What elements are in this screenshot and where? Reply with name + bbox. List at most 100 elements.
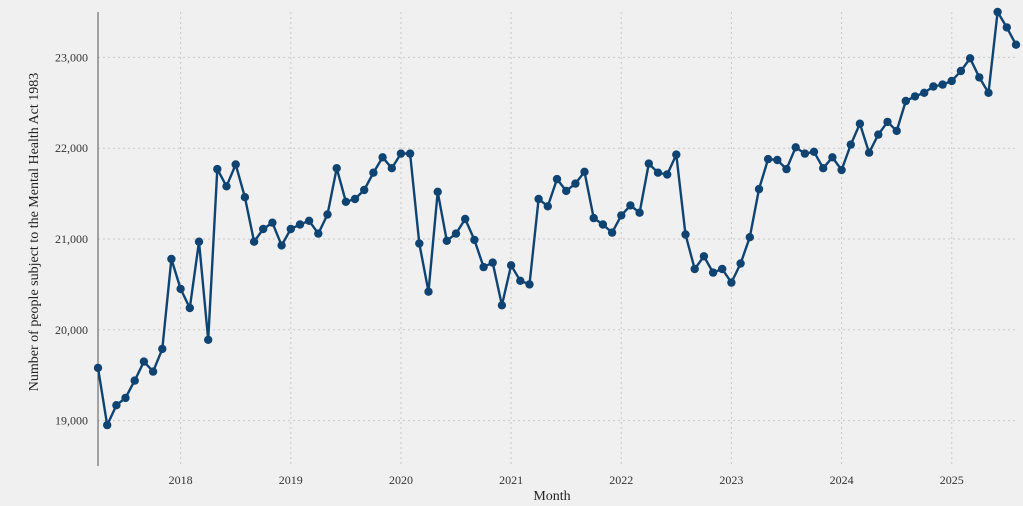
horizontal-gridlines bbox=[98, 56, 1016, 422]
data-point bbox=[938, 80, 947, 89]
data-point bbox=[718, 264, 727, 274]
data-point bbox=[314, 229, 323, 238]
data-point bbox=[754, 184, 764, 194]
data-point bbox=[415, 239, 424, 248]
data-point bbox=[93, 363, 103, 373]
data-point bbox=[341, 197, 351, 206]
vertical-gridlines bbox=[180, 12, 953, 466]
data-point bbox=[791, 143, 800, 152]
data-point bbox=[231, 160, 240, 169]
data-point bbox=[607, 228, 617, 237]
data-point bbox=[598, 220, 608, 229]
data-point bbox=[910, 92, 920, 101]
data-point bbox=[304, 216, 314, 225]
data-point bbox=[167, 254, 176, 264]
data-point bbox=[396, 149, 406, 158]
data-point bbox=[773, 155, 782, 165]
data-point bbox=[286, 224, 295, 234]
y-tick-label: 19,000 bbox=[55, 414, 88, 428]
data-point bbox=[360, 185, 369, 195]
data-point bbox=[112, 401, 121, 410]
data-point bbox=[259, 224, 268, 234]
data-point bbox=[956, 66, 966, 76]
data-point bbox=[213, 164, 222, 174]
data-point bbox=[552, 174, 562, 184]
x-tick-label: 2019 bbox=[279, 473, 303, 487]
y-axis-title: Number of people subject to the Mental H… bbox=[27, 73, 42, 391]
data-point bbox=[653, 168, 663, 177]
data-point bbox=[222, 182, 231, 191]
x-tick-label: 2022 bbox=[609, 473, 633, 487]
data-point bbox=[864, 148, 874, 157]
data-point bbox=[1002, 23, 1011, 32]
data-point bbox=[506, 261, 516, 270]
data-point bbox=[763, 154, 773, 164]
data-point bbox=[965, 54, 975, 63]
data-point bbox=[350, 194, 360, 204]
data-point bbox=[745, 233, 754, 242]
y-tick-label: 23,000 bbox=[55, 50, 88, 64]
data-point bbox=[571, 179, 580, 188]
data-point bbox=[479, 262, 488, 272]
data-point bbox=[809, 147, 819, 156]
data-point bbox=[405, 149, 415, 158]
data-point bbox=[975, 73, 984, 82]
x-tick-label: 2021 bbox=[499, 473, 523, 487]
data-point bbox=[681, 230, 690, 239]
data-point bbox=[993, 7, 1002, 17]
data-point bbox=[846, 140, 855, 149]
data-point bbox=[736, 259, 745, 268]
data-point bbox=[617, 211, 626, 220]
data-point bbox=[240, 193, 250, 202]
data-point bbox=[580, 167, 589, 176]
data-point bbox=[699, 252, 709, 261]
data-point bbox=[534, 194, 543, 204]
data-points bbox=[93, 7, 1021, 430]
data-point bbox=[158, 344, 167, 354]
x-tick-label: 2020 bbox=[389, 473, 413, 487]
data-point bbox=[1011, 40, 1021, 49]
data-point bbox=[204, 335, 213, 344]
data-point bbox=[947, 76, 956, 86]
data-point bbox=[497, 301, 507, 310]
data-point bbox=[819, 164, 828, 173]
data-point bbox=[589, 213, 598, 223]
data-point bbox=[626, 201, 635, 210]
x-tick-label: 2023 bbox=[719, 473, 743, 487]
data-point bbox=[130, 376, 139, 385]
data-point bbox=[837, 165, 846, 175]
data-point bbox=[929, 82, 938, 91]
data-point bbox=[332, 164, 341, 173]
data-point bbox=[708, 268, 718, 277]
data-point bbox=[635, 208, 644, 217]
data-point bbox=[369, 168, 378, 177]
y-axis-tick-labels: 19,000 20,000 21,000 22,000 23,000 bbox=[55, 50, 88, 427]
x-axis-tick-labels: 2018 2019 2020 2021 2022 2023 2024 2025 bbox=[169, 473, 964, 487]
data-point bbox=[874, 130, 883, 139]
data-point bbox=[644, 159, 653, 168]
data-point bbox=[249, 237, 259, 246]
data-point bbox=[148, 367, 158, 376]
data-point bbox=[176, 284, 185, 294]
data-point bbox=[139, 357, 149, 366]
x-tick-label: 2018 bbox=[169, 473, 193, 487]
data-point bbox=[543, 202, 552, 211]
y-tick-label: 20,000 bbox=[55, 323, 88, 337]
x-tick-label: 2024 bbox=[830, 473, 854, 487]
data-point bbox=[727, 278, 736, 287]
y-tick-label: 21,000 bbox=[55, 232, 88, 246]
y-tick-label: 22,000 bbox=[55, 141, 88, 155]
data-point bbox=[121, 393, 130, 403]
data-point bbox=[323, 210, 332, 219]
data-point bbox=[690, 264, 699, 274]
data-point bbox=[461, 214, 470, 224]
x-tick-label: 2025 bbox=[940, 473, 964, 487]
data-point bbox=[295, 220, 305, 229]
data-point bbox=[516, 276, 525, 285]
data-point bbox=[103, 420, 112, 430]
data-point bbox=[378, 153, 387, 162]
x-axis-title: Month bbox=[533, 489, 570, 504]
data-point bbox=[387, 164, 396, 173]
data-point bbox=[424, 287, 433, 296]
data-point bbox=[562, 186, 571, 196]
